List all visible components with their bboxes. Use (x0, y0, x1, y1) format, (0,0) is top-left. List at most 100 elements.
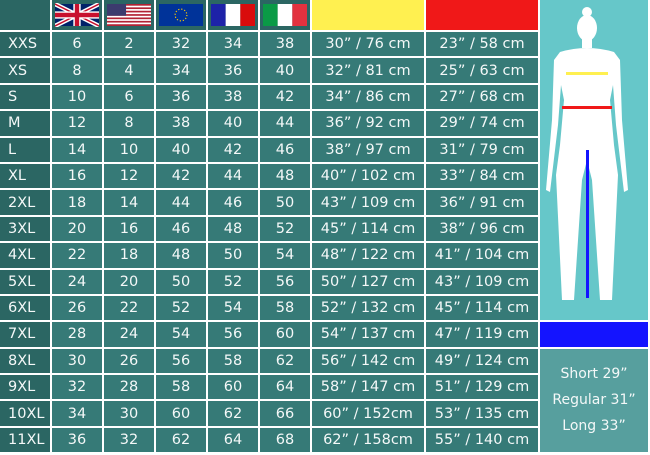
waist-header (312, 0, 424, 30)
size-cell: 54 (156, 322, 206, 347)
us-flag-icon (104, 0, 154, 30)
eu-flag-icon (156, 0, 206, 30)
inseam-color-bar (540, 322, 648, 347)
size-cell: 23” / 58 cm (426, 32, 538, 57)
size-cell: 52” / 132 cm (312, 295, 424, 321)
uk-flag-icon (52, 0, 102, 30)
size-cell: 62 (208, 401, 258, 426)
size-cell: 6 (52, 32, 102, 57)
size-cell: 41” / 104 cm (426, 243, 538, 268)
body-silhouette-icon (546, 7, 628, 300)
size-cell: 56 (156, 348, 206, 374)
size-cell: 36” / 91 cm (426, 190, 538, 215)
size-cell: 45” / 114 cm (426, 295, 538, 321)
size-cell: 56” / 142 cm (312, 348, 424, 374)
size-cell: 52 (208, 269, 258, 294)
size-cell: 56 (260, 269, 310, 294)
size-cell: 42 (156, 163, 206, 189)
size-label: L (0, 137, 50, 162)
size-cell: 6 (104, 84, 154, 110)
size-label: XS (0, 58, 50, 83)
size-label: 4XL (0, 243, 50, 268)
size-cell: 54 (260, 243, 310, 268)
size-label: 2XL (0, 190, 50, 215)
size-cell: 32” / 81 cm (312, 58, 424, 83)
size-cell: 48 (260, 163, 310, 189)
size-cell: 50 (156, 269, 206, 294)
size-cell: 60 (260, 322, 310, 347)
size-cell: 26 (52, 295, 102, 321)
size-cell: 48” / 122 cm (312, 243, 424, 268)
size-cell: 36 (208, 58, 258, 83)
size-cell: 8 (104, 111, 154, 136)
size-cell: 2 (104, 32, 154, 57)
size-cell: 24 (52, 269, 102, 294)
size-cell: 36 (156, 84, 206, 110)
size-cell: 30 (104, 401, 154, 426)
size-label: XL (0, 163, 50, 189)
size-cell: 20 (52, 216, 102, 242)
size-cell: 44 (156, 190, 206, 215)
size-cell: 38 (208, 84, 258, 110)
size-cell: 24 (104, 322, 154, 347)
size-cell: 43” / 109 cm (426, 269, 538, 294)
size-cell: 62 (156, 427, 206, 453)
size-cell: 36 (52, 427, 102, 453)
size-cell: 34” / 86 cm (312, 84, 424, 110)
size-cell: 54” / 137 cm (312, 322, 424, 347)
size-cell: 46 (260, 137, 310, 162)
size-cell: 40” / 102 cm (312, 163, 424, 189)
size-cell: 30” / 76 cm (312, 32, 424, 57)
size-cell: 46 (208, 190, 258, 215)
size-cell: 12 (104, 163, 154, 189)
size-cell: 50 (260, 190, 310, 215)
size-cell: 16 (52, 163, 102, 189)
size-label: 9XL (0, 375, 50, 400)
size-cell: 22 (104, 295, 154, 321)
size-cell: 12 (52, 111, 102, 136)
size-cell: 28 (52, 322, 102, 347)
size-cell: 22 (52, 243, 102, 268)
size-label: 10XL (0, 401, 50, 426)
size-cell: 25” / 63 cm (426, 58, 538, 83)
size-cell: 33” / 84 cm (426, 163, 538, 189)
size-cell: 32 (156, 32, 206, 57)
size-cell: 62” / 158cm (312, 427, 424, 453)
body-figure (540, 0, 648, 321)
size-label: 7XL (0, 322, 50, 347)
size-cell: 40 (260, 58, 310, 83)
inseam-length: Long 33” (562, 418, 626, 435)
size-cell: 31” / 79 cm (426, 137, 538, 162)
size-cell: 68 (260, 427, 310, 453)
size-cell: 54 (208, 295, 258, 321)
size-label: 6XL (0, 295, 50, 321)
size-cell: 49” / 124 cm (426, 348, 538, 374)
size-cell: 58 (156, 375, 206, 400)
size-label: 3XL (0, 216, 50, 242)
size-cell: 58 (260, 295, 310, 321)
size-cell: 38” / 96 cm (426, 216, 538, 242)
size-cell: 58 (208, 348, 258, 374)
size-cell: 56 (208, 322, 258, 347)
corner-cell (0, 0, 50, 30)
size-label: S (0, 84, 50, 110)
size-label: XXS (0, 32, 50, 57)
size-cell: 64 (208, 427, 258, 453)
size-cell: 62 (260, 348, 310, 374)
size-cell: 38 (156, 111, 206, 136)
size-cell: 50” / 127 cm (312, 269, 424, 294)
size-cell: 60 (208, 375, 258, 400)
size-cell: 34 (156, 58, 206, 83)
inseam-length: Short 29” (560, 366, 628, 383)
inseam-panel: Short 29” Regular 31” Long 33” (540, 348, 648, 453)
size-cell: 18 (104, 243, 154, 268)
size-cell: 46 (156, 216, 206, 242)
inseam-length: Regular 31” (552, 392, 636, 409)
size-cell: 64 (260, 375, 310, 400)
size-cell: 8 (52, 58, 102, 83)
size-cell: 14 (104, 190, 154, 215)
size-cell: 45” / 114 cm (312, 216, 424, 242)
size-cell: 34 (208, 32, 258, 57)
size-label: 11XL (0, 427, 50, 453)
